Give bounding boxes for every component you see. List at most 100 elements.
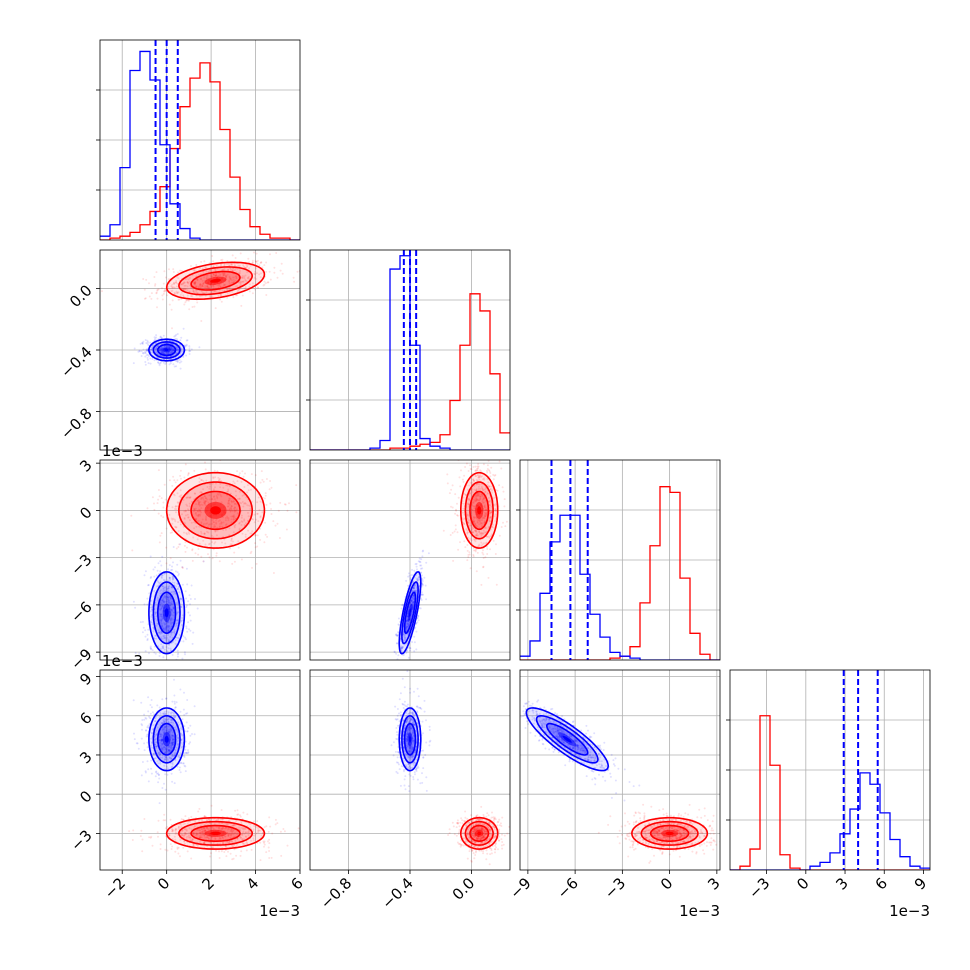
- sample-point: [482, 532, 485, 535]
- sample-point: [230, 263, 233, 266]
- sample-point: [477, 499, 480, 502]
- sample-point: [173, 835, 176, 838]
- sample-point: [163, 589, 166, 592]
- sample-point: [197, 513, 200, 516]
- sample-point: [171, 734, 174, 737]
- sample-point: [141, 352, 144, 354]
- sample-point: [477, 485, 480, 488]
- contour-red: [165, 261, 266, 300]
- sample-point: [168, 576, 171, 579]
- sample-point: [231, 824, 234, 827]
- sample-point: [232, 452, 234, 454]
- sample-point: [161, 622, 163, 625]
- sample-point: [215, 274, 218, 277]
- sample-point: [198, 820, 201, 822]
- sample-point: [229, 268, 232, 271]
- sample-point: [234, 809, 237, 812]
- sample-point: [476, 525, 479, 528]
- sample-point: [162, 501, 165, 504]
- sample-point: [160, 742, 163, 745]
- sample-point: [421, 583, 424, 586]
- sample-point: [167, 587, 170, 590]
- sample-point: [254, 542, 257, 545]
- sample-point: [175, 508, 178, 511]
- sample-point: [144, 297, 147, 300]
- sample-point: [240, 276, 243, 279]
- sample-point: [215, 482, 217, 485]
- sample-point: [225, 274, 228, 277]
- sample-point: [240, 558, 243, 561]
- sample-point: [175, 526, 177, 529]
- sample-point: [231, 269, 234, 272]
- sample-point: [183, 752, 186, 755]
- sample-point: [177, 606, 180, 609]
- sample-point: [227, 850, 229, 853]
- sample-point: [220, 300, 223, 303]
- sample-point: [212, 518, 215, 521]
- sample-point: [255, 278, 258, 280]
- sample-point: [168, 585, 171, 588]
- sample-point: [170, 285, 173, 288]
- sample-point: [470, 539, 473, 542]
- sample-point: [247, 831, 250, 834]
- sample-point: [425, 598, 428, 601]
- sample-point: [219, 837, 222, 840]
- sample-point: [469, 467, 472, 470]
- sample-point: [162, 634, 165, 637]
- sample-point: [155, 637, 158, 640]
- sample-point: [163, 289, 166, 292]
- density-peak: [408, 608, 412, 618]
- sample-point: [170, 633, 173, 636]
- sample-point: [203, 815, 206, 818]
- sample-point: [197, 515, 200, 518]
- sample-point: [418, 585, 421, 588]
- sample-point: [185, 344, 188, 347]
- sample-point: [162, 635, 165, 638]
- sample-point: [189, 277, 191, 279]
- sample-point: [162, 596, 165, 599]
- sample-point: [170, 569, 173, 572]
- sample-point: [224, 517, 227, 519]
- sample-point: [171, 744, 174, 747]
- sample-point: [160, 576, 163, 579]
- sample-point: [481, 495, 484, 498]
- sample-point: [241, 275, 244, 277]
- sample-point: [176, 501, 179, 504]
- sample-point: [172, 743, 175, 746]
- sample-point: [480, 454, 482, 456]
- sample-point: [142, 278, 145, 280]
- sample-point: [475, 494, 478, 497]
- contour-red: [464, 481, 494, 540]
- sample-point: [481, 478, 484, 481]
- sample-point: [233, 514, 235, 517]
- sample-point: [198, 504, 201, 507]
- sample-point: [485, 542, 488, 545]
- sample-point: [254, 267, 257, 270]
- sample-point: [246, 504, 249, 507]
- sample-point: [239, 854, 242, 857]
- sample-point: [174, 829, 177, 832]
- sample-point: [226, 273, 229, 276]
- sample-point: [483, 516, 486, 519]
- hist-red-param-0: [100, 62, 300, 240]
- sample-point: [477, 465, 480, 468]
- sample-point: [498, 460, 501, 463]
- sample-point: [150, 759, 153, 762]
- panel-frame: [519, 459, 721, 661]
- sample-point: [478, 543, 481, 546]
- sample-point: [233, 482, 236, 485]
- sample-point: [221, 822, 224, 825]
- sample-point: [163, 572, 166, 575]
- panel-frame: [729, 669, 931, 871]
- sample-point: [178, 361, 181, 364]
- sample-point: [483, 501, 485, 504]
- sample-point: [215, 274, 217, 277]
- sample-point: [174, 337, 177, 340]
- sample-point: [472, 518, 475, 521]
- sample-point: [177, 611, 180, 614]
- sample-point: [215, 554, 218, 557]
- sample-point: [157, 581, 160, 583]
- sample-point: [470, 488, 473, 491]
- sample-point: [174, 345, 177, 347]
- sample-point: [150, 608, 153, 611]
